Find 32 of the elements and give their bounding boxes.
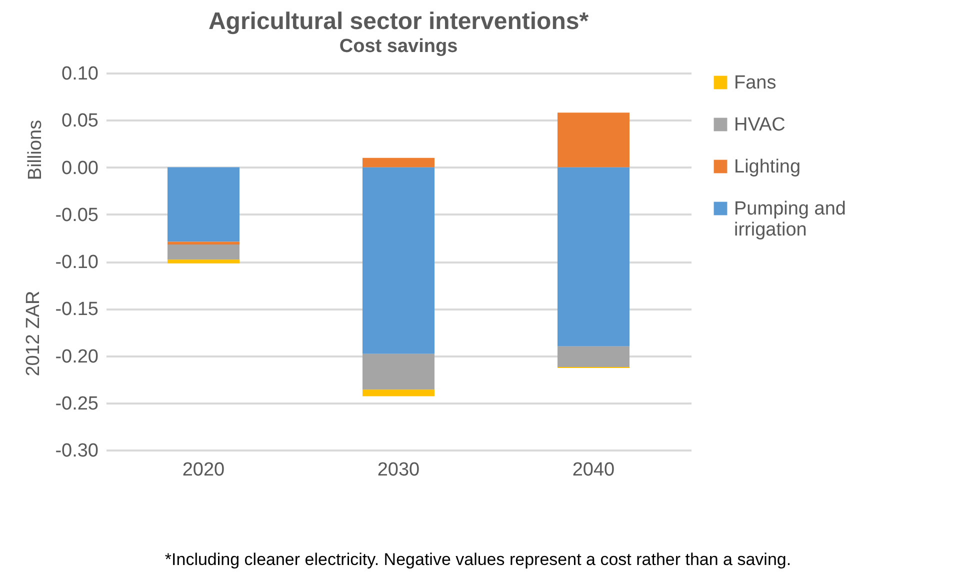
- bar: [362, 167, 434, 354]
- bar: [168, 167, 240, 242]
- x-tick-label: 2040: [572, 460, 615, 480]
- bar: [362, 354, 434, 390]
- bar: [362, 158, 434, 168]
- x-tick-label: 2030: [377, 460, 420, 480]
- bar: [168, 260, 240, 264]
- bar: [168, 244, 240, 260]
- y-tick-label: -0.15: [55, 299, 98, 320]
- text: Billions: [25, 120, 47, 180]
- legend-label: Pumping and irrigation: [734, 198, 846, 240]
- bar: [558, 112, 630, 168]
- y-tick-label: 0.10: [62, 64, 98, 84]
- chart-title: Agricultural sector interventions*: [208, 8, 590, 35]
- bar: [362, 390, 434, 396]
- legend-label: HVAC: [734, 114, 786, 136]
- x-tick-label: 2020: [182, 460, 225, 480]
- y-tick-label: -0.10: [55, 252, 98, 273]
- y-tick-label: -0.05: [55, 204, 98, 226]
- y-tick-label: -0.25: [55, 393, 98, 414]
- bar: [558, 167, 630, 346]
- text: *Including cleaner electricity. Negative values represent a cost rather than a saving.: [164, 550, 792, 570]
- legend-label: Lighting: [734, 156, 801, 178]
- y-tick-label: 0.05: [62, 110, 98, 132]
- y-tick-label: -0.30: [55, 440, 98, 462]
- y-axis-title: 2012 ZAR: [23, 290, 44, 376]
- bar: [558, 346, 630, 368]
- chart-subtitle: Cost savings: [339, 36, 458, 57]
- y-tick-label: 0.00: [62, 158, 98, 179]
- bar: [168, 242, 240, 245]
- y-tick-label: -0.20: [55, 346, 98, 368]
- legend-label: Fans: [734, 72, 776, 94]
